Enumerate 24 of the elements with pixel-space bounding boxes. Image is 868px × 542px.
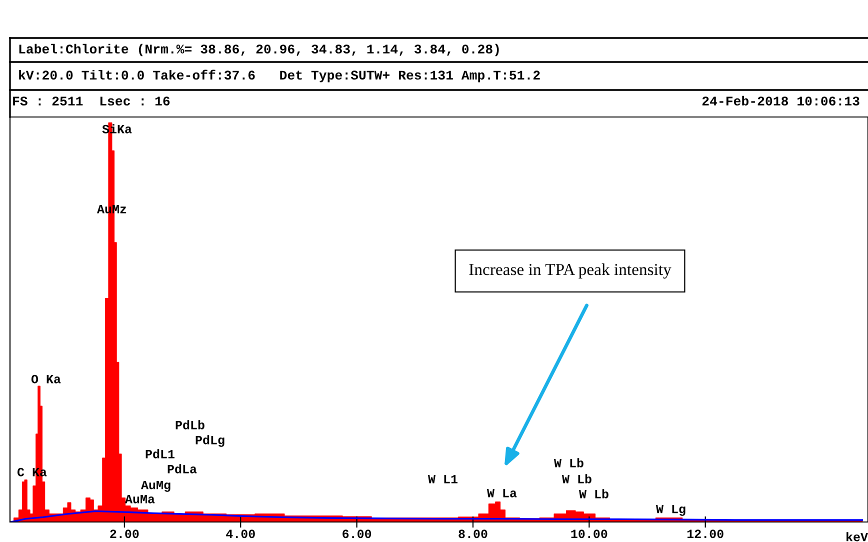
annotation: W Lb [562, 474, 592, 484]
text: FS : 2511 Lsec : 16 [13, 96, 170, 106]
x-tick-label: 6.00 [342, 530, 372, 538]
chart-title: Label:Chlorite (Nrm.%= 38.86, 20.96, 34.83, 1.14, 3.84, 0.28) [19, 44, 499, 56]
annotation: AuMg [140, 480, 170, 492]
annotation: Increase in TPA peak intensity [469, 263, 672, 279]
x-tick-label: 12.00 [687, 530, 724, 538]
annotation: W Lb [578, 489, 608, 498]
x-tick-label: 4.00 [226, 530, 255, 538]
chart-subtitle: kV:20.0 Tilt:0.0 Take-off:37.6 Det Type:SUTW+ Res:131 Amp.T:51.2 [19, 70, 540, 82]
annotation: O Ka [31, 374, 61, 384]
annotation: PdLb [176, 420, 204, 430]
annotation: W L1 [428, 475, 458, 484]
annotation: W Lg [656, 504, 686, 516]
text: 24-Feb-2018 10:06:13 [702, 96, 860, 106]
x-tick-label: 10.00 [571, 530, 608, 538]
x-axis-title: keV [846, 532, 868, 542]
annotation: PdL1 [146, 449, 174, 458]
annotation: PdLa [168, 464, 197, 474]
annotation: PdLg [196, 435, 224, 447]
x-tick-label: 8.00 [458, 530, 488, 538]
x-tick-label: 2.00 [110, 530, 139, 538]
annotation: W La [486, 489, 517, 498]
annotation: W Lb [554, 458, 584, 468]
